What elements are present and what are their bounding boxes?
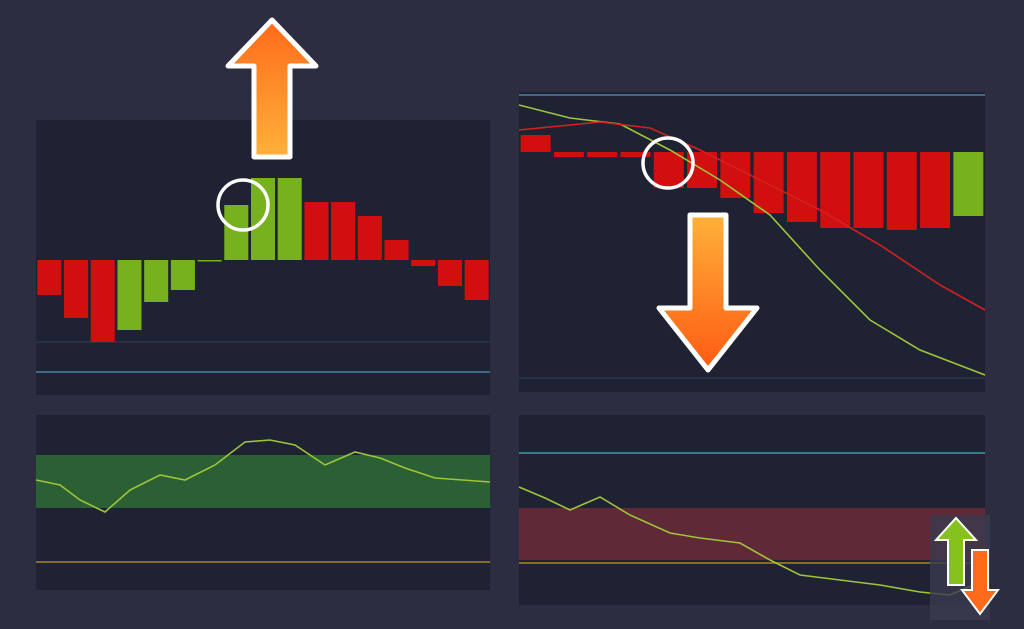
bar [357,216,382,260]
indicator-line [518,121,986,311]
highlight-circle [216,178,270,232]
bar [886,152,917,230]
corner-icon [930,515,1000,620]
bar [620,152,651,157]
bar [384,240,409,260]
bar [224,205,249,260]
plots [35,92,986,605]
bar [653,152,684,188]
bar [786,152,817,222]
bar [144,260,169,302]
bar [437,260,462,286]
bar [587,152,618,157]
bar [411,260,436,266]
bar [37,260,62,295]
up-arrow [225,17,319,160]
bar [553,152,584,157]
bar [853,152,884,228]
bar [64,260,89,318]
bar [304,202,329,260]
indicator-line [35,439,491,513]
bar [331,202,356,260]
decorations [216,17,1000,620]
bar [753,152,784,213]
bar [820,152,851,228]
indicator-line [518,486,986,596]
down-arrow [656,212,760,373]
bar [464,260,489,300]
zone-band [36,455,490,508]
indicator-line [518,104,986,376]
bar [277,178,302,260]
bar [920,152,951,228]
highlight-circle [641,136,695,190]
bar [90,260,115,342]
bar [953,152,984,216]
bar [197,260,222,262]
bar [170,260,195,290]
zone-band [519,508,985,560]
bar [117,260,142,330]
bar [520,135,551,152]
